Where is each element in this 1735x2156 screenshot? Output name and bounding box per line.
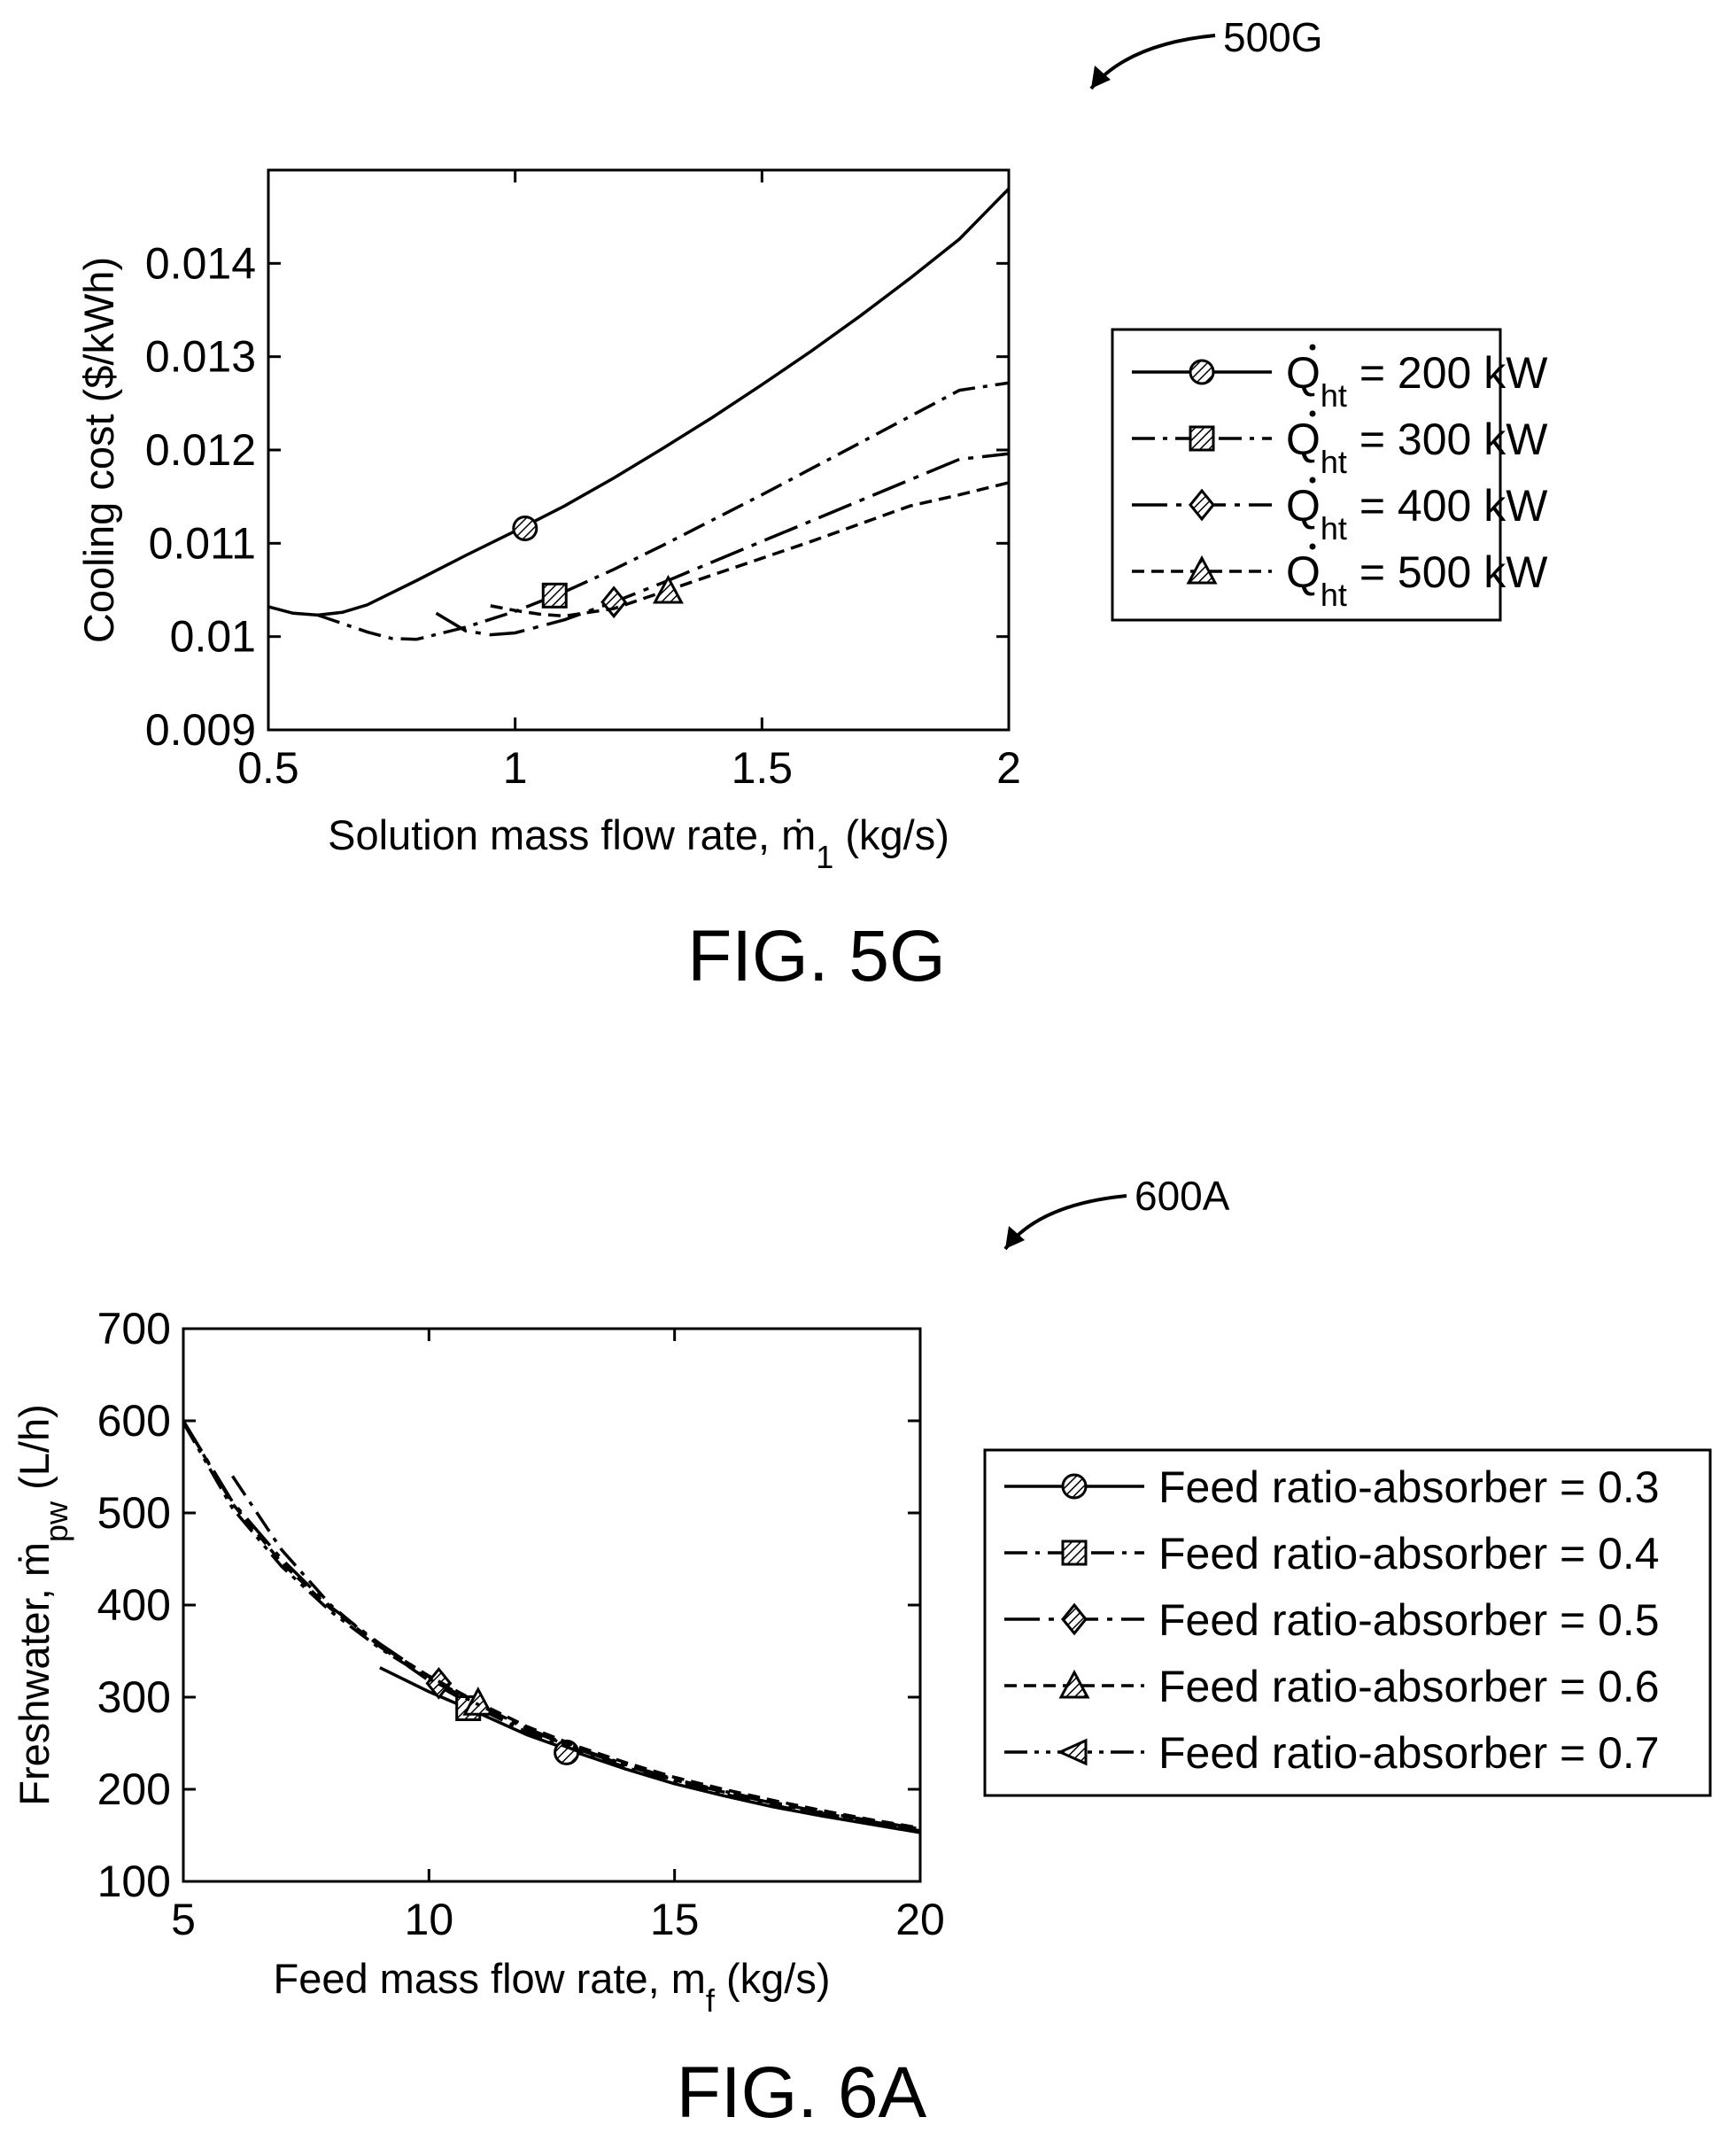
legend-label-4: Qht = 500 kW bbox=[1286, 547, 1548, 613]
series-marker-4 bbox=[652, 574, 684, 604]
y-tick-label: 700 bbox=[97, 1304, 171, 1353]
series-marker-2 bbox=[541, 582, 568, 609]
reference-arrow bbox=[1089, 34, 1216, 90]
x-tick-label: 10 bbox=[405, 1895, 454, 1944]
series-line-5 bbox=[183, 1422, 920, 1831]
series-line-4 bbox=[490, 481, 1009, 618]
legend-label-1: Feed ratio-absorber = 0.3 bbox=[1158, 1462, 1660, 1512]
plot-frame bbox=[182, 1327, 922, 1883]
y-tick-label: 300 bbox=[97, 1672, 171, 1722]
figure-reference-number: 500G bbox=[1223, 14, 1323, 60]
reference-arrowhead bbox=[1005, 1226, 1025, 1249]
freshwater-chart: 600A 5 10 15 20 100 200 300 400 500 600 700 Feed mas… bbox=[11, 1173, 1712, 2133]
legend-overdot bbox=[1309, 344, 1316, 351]
legend-label-1: Qht = 200 kW bbox=[1286, 348, 1548, 414]
legend-overdot bbox=[1309, 543, 1316, 550]
legend-overdot bbox=[1309, 410, 1316, 417]
y-tick-label: 400 bbox=[97, 1580, 171, 1630]
y-tick-label: 0.014 bbox=[145, 238, 256, 288]
y-tick-label: 0.01 bbox=[170, 612, 256, 662]
series-line-4 bbox=[183, 1420, 920, 1830]
reference-arrowhead bbox=[1091, 66, 1111, 89]
series-line-1 bbox=[268, 187, 1009, 617]
series-line-3 bbox=[435, 452, 1009, 637]
y-tick-label: 600 bbox=[97, 1396, 171, 1446]
legend-label-4: Feed ratio-absorber = 0.6 bbox=[1158, 1662, 1660, 1711]
y-tick-label: 0.013 bbox=[145, 332, 256, 382]
cooling-cost-chart: 500G 0.5 1 1.5 2 0.009 0.01 0.011 0.012 0.013 0.01… bbox=[75, 14, 1548, 997]
y-axis-label: Freshwater, ṁpw (L/h) bbox=[11, 1404, 74, 1805]
y-tick-label: 100 bbox=[97, 1857, 171, 1906]
legend-box bbox=[983, 1448, 1712, 1797]
y-tick-label: 0.011 bbox=[149, 518, 256, 568]
x-axis-label: Solution mass flow rate, ṁ1 (kg/s) bbox=[328, 811, 949, 875]
legend-label-3: Feed ratio-absorber = 0.5 bbox=[1158, 1595, 1660, 1645]
figure-caption: FIG. 6A bbox=[677, 2052, 927, 2133]
series-marker-3 bbox=[600, 586, 628, 619]
x-tick-label: 15 bbox=[650, 1895, 700, 1944]
x-tick-label: 2 bbox=[996, 743, 1021, 793]
legend-marker-2 bbox=[1061, 1539, 1088, 1566]
reference-arrow bbox=[1003, 1194, 1127, 1251]
x-axis-label: Feed mass flow rate, mf (kg/s) bbox=[273, 1955, 830, 2019]
legend-overdot bbox=[1309, 477, 1316, 484]
legend-label-2: Qht = 300 kW bbox=[1286, 415, 1548, 480]
series-line-2 bbox=[231, 1475, 920, 1833]
series-line-2 bbox=[317, 381, 1009, 641]
legend-label-2: Feed ratio-absorber = 0.4 bbox=[1158, 1529, 1660, 1578]
figure-reference-number: 600A bbox=[1135, 1173, 1230, 1219]
x-tick-label: 1.5 bbox=[732, 743, 794, 793]
figure-caption: FIG. 5G bbox=[687, 916, 946, 997]
x-tick-label: 1 bbox=[503, 743, 528, 793]
legend-marker-4 bbox=[1186, 555, 1218, 585]
x-tick-label: 5 bbox=[171, 1895, 196, 1944]
legend-marker-3 bbox=[1061, 1602, 1088, 1636]
legend-marker-1 bbox=[1061, 1473, 1088, 1500]
x-tick-label: 20 bbox=[895, 1895, 945, 1944]
series-marker-1 bbox=[512, 515, 538, 541]
legend-marker-5 bbox=[1057, 1738, 1088, 1766]
y-tick-label: 0.009 bbox=[145, 705, 256, 755]
legend-marker-4 bbox=[1058, 1669, 1090, 1699]
series-line-3 bbox=[183, 1420, 920, 1832]
legend-label-3: Qht = 400 kW bbox=[1286, 481, 1548, 547]
y-tick-label: 0.012 bbox=[145, 425, 256, 475]
series-marker-4 bbox=[462, 1687, 494, 1716]
plot-frame bbox=[267, 168, 1011, 732]
legend-marker-3 bbox=[1189, 488, 1215, 522]
y-tick-label: 500 bbox=[97, 1488, 171, 1538]
legend-marker-1 bbox=[1189, 359, 1215, 385]
y-tick-label: 200 bbox=[97, 1764, 171, 1814]
legend-marker-2 bbox=[1189, 425, 1215, 452]
x-tick-label: 0.5 bbox=[237, 743, 299, 793]
y-axis-label: Cooling cost ($/kWh) bbox=[75, 257, 122, 643]
legend-label-5: Feed ratio-absorber = 0.7 bbox=[1158, 1728, 1660, 1778]
